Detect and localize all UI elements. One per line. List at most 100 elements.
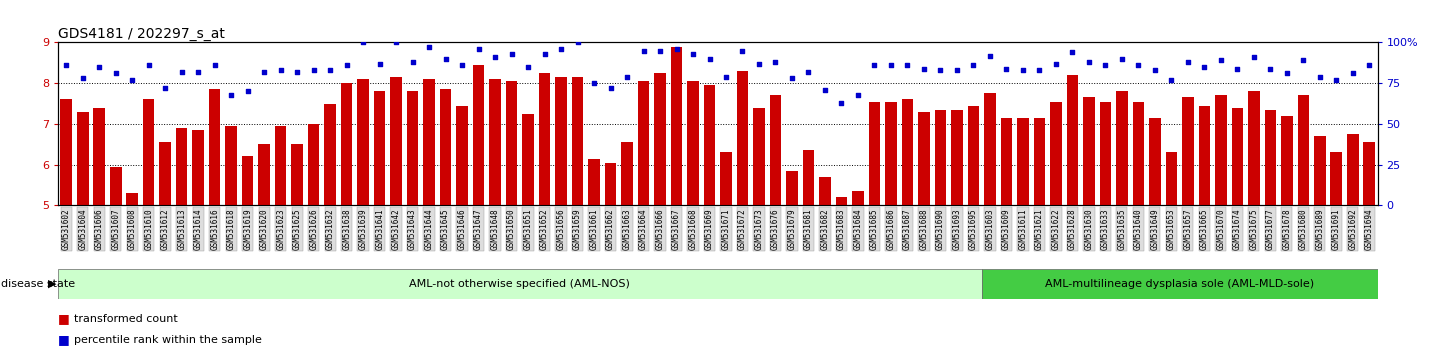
Text: GSM531649: GSM531649 [1150, 209, 1160, 250]
Text: GSM531695: GSM531695 [969, 209, 977, 250]
Text: GDS4181 / 202297_s_at: GDS4181 / 202297_s_at [58, 28, 225, 41]
Bar [869, 102, 880, 205]
Text: GSM531621: GSM531621 [1035, 209, 1044, 250]
FancyBboxPatch shape [58, 269, 982, 299]
Point [945, 67, 969, 73]
Text: GSM531670: GSM531670 [1217, 209, 1225, 250]
Text: GSM531603: GSM531603 [986, 209, 995, 250]
Text: GSM531652: GSM531652 [539, 209, 550, 250]
Point [813, 87, 837, 92]
Bar [276, 126, 287, 205]
Point [87, 64, 110, 70]
Text: GSM531665: GSM531665 [1199, 209, 1209, 250]
Bar [1215, 96, 1227, 205]
Bar [407, 91, 419, 205]
Text: GSM531622: GSM531622 [1051, 209, 1060, 250]
Bar [1116, 91, 1128, 205]
Bar [555, 77, 567, 205]
Bar [1050, 102, 1061, 205]
Point [731, 48, 754, 53]
Bar [605, 162, 616, 205]
Bar [522, 114, 534, 205]
Bar [1199, 105, 1211, 205]
Text: GSM531642: GSM531642 [392, 209, 400, 250]
Point [187, 69, 210, 75]
Bar [390, 77, 402, 205]
Point [71, 75, 94, 81]
Point [1127, 62, 1150, 68]
Bar [1000, 118, 1012, 205]
Point [154, 85, 177, 91]
Text: GSM531664: GSM531664 [639, 209, 648, 250]
Bar [638, 81, 650, 205]
Text: GSM531628: GSM531628 [1067, 209, 1077, 250]
Text: ■: ■ [58, 333, 70, 346]
Bar [126, 193, 138, 205]
Text: ▶: ▶ [48, 279, 57, 289]
Point [516, 64, 539, 70]
Bar [902, 99, 914, 205]
Bar [1280, 116, 1292, 205]
Text: GSM531674: GSM531674 [1232, 209, 1241, 250]
Bar [341, 83, 352, 205]
Point [780, 75, 803, 81]
Text: GSM531681: GSM531681 [803, 209, 813, 250]
Point [1044, 61, 1067, 67]
Point [1160, 77, 1183, 83]
Text: ■: ■ [58, 312, 70, 325]
Point [170, 69, 193, 75]
Point [583, 80, 606, 86]
Bar [1132, 102, 1144, 205]
Text: GSM531657: GSM531657 [1183, 209, 1192, 250]
Text: GSM531635: GSM531635 [1118, 209, 1127, 250]
Point [335, 62, 358, 68]
Text: GSM531679: GSM531679 [787, 209, 796, 250]
Text: GSM531662: GSM531662 [606, 209, 615, 250]
Text: GSM531684: GSM531684 [854, 209, 863, 250]
Point [467, 46, 490, 52]
Text: GSM531661: GSM531661 [590, 209, 599, 250]
Bar [374, 91, 386, 205]
Bar [803, 150, 815, 205]
Point [500, 51, 523, 57]
Text: GSM531607: GSM531607 [112, 209, 120, 250]
Point [534, 51, 557, 57]
Point [961, 62, 985, 68]
Point [104, 70, 128, 76]
Text: GSM531666: GSM531666 [655, 209, 664, 250]
Point [929, 67, 953, 73]
Point [912, 66, 935, 72]
Point [1341, 70, 1364, 76]
Point [203, 62, 226, 68]
Text: GSM531689: GSM531689 [1315, 209, 1324, 250]
Text: GSM531693: GSM531693 [953, 209, 961, 250]
Point [351, 40, 374, 45]
Bar [1182, 97, 1193, 205]
Text: GSM531614: GSM531614 [194, 209, 203, 250]
Bar [753, 108, 764, 205]
Text: GSM531630: GSM531630 [1085, 209, 1093, 250]
Point [1061, 50, 1085, 55]
Bar [291, 144, 303, 205]
Text: GSM531638: GSM531638 [342, 209, 351, 250]
Bar [835, 197, 847, 205]
Bar [77, 112, 88, 205]
Point [1308, 74, 1331, 80]
Point [666, 46, 689, 52]
Point [120, 77, 144, 83]
Point [1292, 58, 1315, 63]
Text: disease state: disease state [1, 279, 75, 289]
FancyBboxPatch shape [982, 269, 1378, 299]
Bar [506, 81, 518, 205]
Bar [687, 81, 699, 205]
Point [368, 61, 392, 67]
Bar [1083, 97, 1095, 205]
Point [847, 92, 870, 97]
Text: GSM531619: GSM531619 [244, 209, 252, 250]
Point [747, 61, 770, 67]
Bar [770, 96, 782, 205]
Point [979, 53, 1002, 58]
Point [1243, 54, 1266, 60]
Text: GSM531669: GSM531669 [705, 209, 713, 250]
Bar [357, 79, 368, 205]
